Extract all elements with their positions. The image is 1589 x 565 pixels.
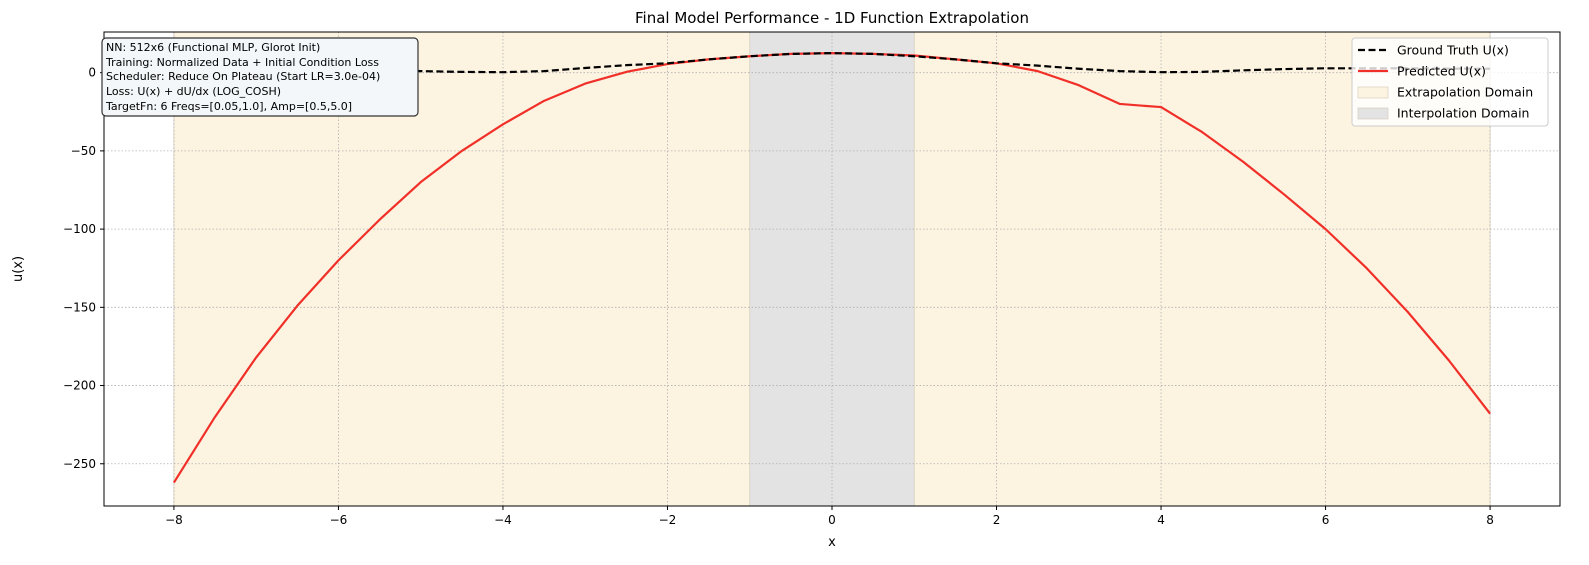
info-line-2: Training: Normalized Data + Initial Cond…: [105, 56, 379, 69]
info-line-1: NN: 512x6 (Functional MLP, Glorot Init): [106, 41, 320, 54]
series-lines: [172, 52, 1491, 484]
info-box: NN: 512x6 (Functional MLP, Glorot Init) …: [101, 37, 419, 117]
info-line-4: Loss: U(x) + dU/dx (LOG_COSH): [106, 85, 281, 98]
predicted-line: [172, 52, 1491, 484]
legend-item: Interpolation Domain: [1357, 106, 1529, 121]
x-tick-label: 4: [1157, 513, 1165, 527]
y-tick-label: −150: [63, 300, 96, 314]
x-tick-label: 6: [1322, 513, 1330, 527]
legend-swatch: [1357, 86, 1389, 99]
legend-item: Predicted U(x): [1358, 64, 1486, 79]
chart-title: Final Model Performance - 1D Function Ex…: [635, 9, 1029, 27]
y-tick-label: −250: [63, 457, 96, 471]
y-axis-label: u(x): [11, 256, 26, 282]
x-tick-label: 8: [1486, 513, 1494, 527]
legend-swatch: [1357, 107, 1389, 120]
info-line-5: TargetFn: 6 Freqs=[0.05,1.0], Amp=[0.5,5…: [105, 100, 352, 113]
legend-label: Predicted U(x): [1397, 64, 1486, 79]
y-tick-label: −200: [63, 379, 96, 393]
x-axis-ticks: −8 −6 −4 −2 0 2 4 6 8: [165, 506, 1494, 527]
info-box-frame: [101, 37, 419, 117]
y-axis-ticks: 0 −50 −100 −150 −200 −250: [63, 66, 104, 471]
legend-item: Extrapolation Domain: [1357, 85, 1533, 100]
legend-label: Interpolation Domain: [1397, 106, 1529, 121]
x-tick-label: 0: [828, 513, 836, 527]
legend-label: Ground Truth U(x): [1397, 43, 1509, 58]
x-tick-label: −8: [165, 513, 183, 527]
y-tick-label: 0: [88, 66, 96, 80]
legend-frame: [1351, 37, 1549, 127]
x-axis-label: x: [828, 535, 836, 550]
y-tick-label: −100: [63, 222, 96, 236]
legend-label: Extrapolation Domain: [1397, 85, 1533, 100]
ground-truth-line: [173, 52, 1491, 74]
x-tick-label: 2: [993, 513, 1001, 527]
x-tick-label: −2: [659, 513, 677, 527]
legend-item: Ground Truth U(x): [1358, 43, 1509, 58]
x-tick-label: −4: [494, 513, 512, 527]
legend: Ground Truth U(x) Predicted U(x) Extrapola…: [1351, 37, 1549, 127]
info-line-3: Scheduler: Reduce On Plateau (Start LR=3…: [106, 70, 380, 83]
region-interpolation: [749, 32, 915, 506]
y-tick-label: −50: [71, 144, 96, 158]
x-tick-label: −6: [330, 513, 348, 527]
